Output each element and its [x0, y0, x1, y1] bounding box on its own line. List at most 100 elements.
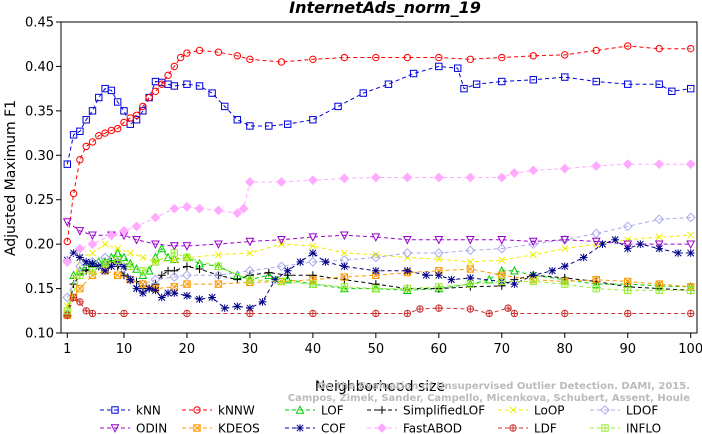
data-point-kNNW	[170, 62, 179, 71]
data-point-LDF	[466, 305, 475, 313]
data-point-kNNW	[145, 93, 153, 102]
data-point-FastABOD	[685, 159, 696, 170]
data-point-ODIN	[339, 231, 349, 241]
data-point-kNN	[435, 62, 443, 71]
y-tick-label: 0.15	[25, 282, 54, 297]
data-point-LDOF	[591, 228, 602, 239]
data-point-kNNW	[158, 80, 166, 88]
data-point-LDF	[69, 293, 78, 302]
data-point-COF	[157, 293, 166, 302]
data-point-kNN	[592, 77, 600, 86]
data-point-ODIN	[465, 236, 475, 245]
data-point-COF	[195, 295, 204, 304]
data-point-kNN	[183, 80, 191, 88]
data-point-LDF	[416, 305, 424, 313]
data-point-LOF	[264, 270, 274, 279]
data-point-kNNW	[69, 189, 78, 198]
data-point-kNN	[472, 80, 481, 88]
data-point-FastABOD	[62, 257, 73, 267]
data-point-FastABOD	[559, 163, 570, 174]
data-point-INFLO	[246, 275, 254, 284]
data-point-LDOF	[74, 261, 85, 272]
data-point-LOF	[113, 248, 123, 257]
legend-label: COF	[321, 422, 346, 434]
data-point-FastABOD	[370, 172, 381, 183]
data-point-INFLO	[88, 267, 97, 275]
data-point-LOF	[339, 283, 349, 293]
data-point-FastABOD	[238, 203, 249, 214]
data-point-COF	[466, 274, 475, 282]
data-point-kNN	[309, 116, 317, 124]
data-point-kNN	[233, 116, 242, 124]
y-tick-label: 0.35	[25, 104, 54, 119]
data-point-ODIN	[497, 236, 507, 245]
data-point-INFLO	[151, 258, 160, 266]
data-point-FastABOD	[87, 239, 98, 250]
x-tick-label: 20	[179, 342, 196, 357]
data-point-kNN	[126, 120, 134, 128]
series-INFLO	[63, 249, 695, 315]
data-point-SimplifiedLOF	[233, 275, 242, 284]
data-point-ODIN	[654, 240, 664, 250]
data-point-kNN	[265, 122, 273, 130]
legend-item-INFLO: INFLO	[590, 422, 661, 434]
data-point-kNN	[668, 87, 676, 96]
data-point-kNNW	[624, 42, 632, 50]
data-point-SimplifiedLOF	[170, 266, 179, 275]
data-point-FastABOD	[433, 172, 444, 183]
data-point-kNN	[454, 64, 462, 72]
data-point-KDEOS	[214, 280, 223, 288]
data-point-INFLO	[687, 286, 695, 295]
data-point-FastABOD	[150, 212, 161, 223]
legend-label: kNNW	[218, 404, 255, 418]
legend-marker	[193, 406, 201, 414]
data-point-LOF	[138, 270, 148, 279]
x-tick-label: 80	[556, 342, 573, 357]
attribution: Campos, Zimek, Sander, Campello, Micenko…	[288, 381, 690, 404]
series-LoOP	[63, 231, 695, 310]
data-point-ODIN	[75, 227, 85, 236]
data-point-KDEOS	[592, 275, 600, 284]
data-point-INFLO	[403, 284, 412, 293]
data-point-FastABOD	[307, 175, 318, 186]
data-point-KDEOS	[183, 280, 191, 288]
data-point-LDF	[435, 304, 443, 312]
x-tick-label: 50	[368, 342, 385, 357]
series-LDF	[63, 293, 695, 319]
data-point-kNN	[76, 127, 84, 135]
data-point-COF	[623, 244, 632, 253]
data-point-FastABOD	[465, 172, 476, 183]
data-point-kNN	[283, 120, 292, 128]
data-point-kNN	[384, 80, 393, 88]
legend-item-LDF: LDF	[498, 422, 557, 434]
data-point-LDF	[82, 307, 90, 315]
data-point-INFLO	[498, 277, 506, 286]
data-point-COF	[655, 244, 664, 253]
data-point-INFLO	[63, 307, 71, 315]
data-point-kNNW	[120, 118, 128, 127]
data-point-LDOF	[245, 265, 255, 276]
data-point-COF	[170, 289, 179, 297]
data-point-kNNW	[340, 53, 349, 62]
legend-label: INFLO	[626, 422, 661, 434]
data-point-LoOP	[687, 231, 695, 239]
data-point-kNN	[359, 89, 367, 97]
data-point-SimplifiedLOF	[308, 271, 317, 280]
data-point-COF	[636, 240, 645, 248]
data-point-kNN	[334, 102, 342, 111]
data-point-kNN	[120, 107, 128, 115]
data-point-kNNW	[126, 114, 134, 122]
data-point-kNNW	[529, 52, 537, 60]
data-point-kNN	[529, 76, 537, 84]
data-point-COF	[151, 286, 160, 295]
legend-item-SimplifiedLOF: SimplifiedLOF	[367, 404, 485, 418]
data-point-COF	[686, 249, 695, 257]
data-point-COF	[309, 249, 317, 257]
data-point-kNNW	[687, 44, 695, 53]
data-point-COF	[548, 267, 556, 275]
data-point-ODIN	[591, 237, 601, 247]
data-point-LOF	[119, 252, 129, 262]
data-point-kNN	[107, 86, 116, 95]
data-point-FastABOD	[106, 230, 117, 241]
